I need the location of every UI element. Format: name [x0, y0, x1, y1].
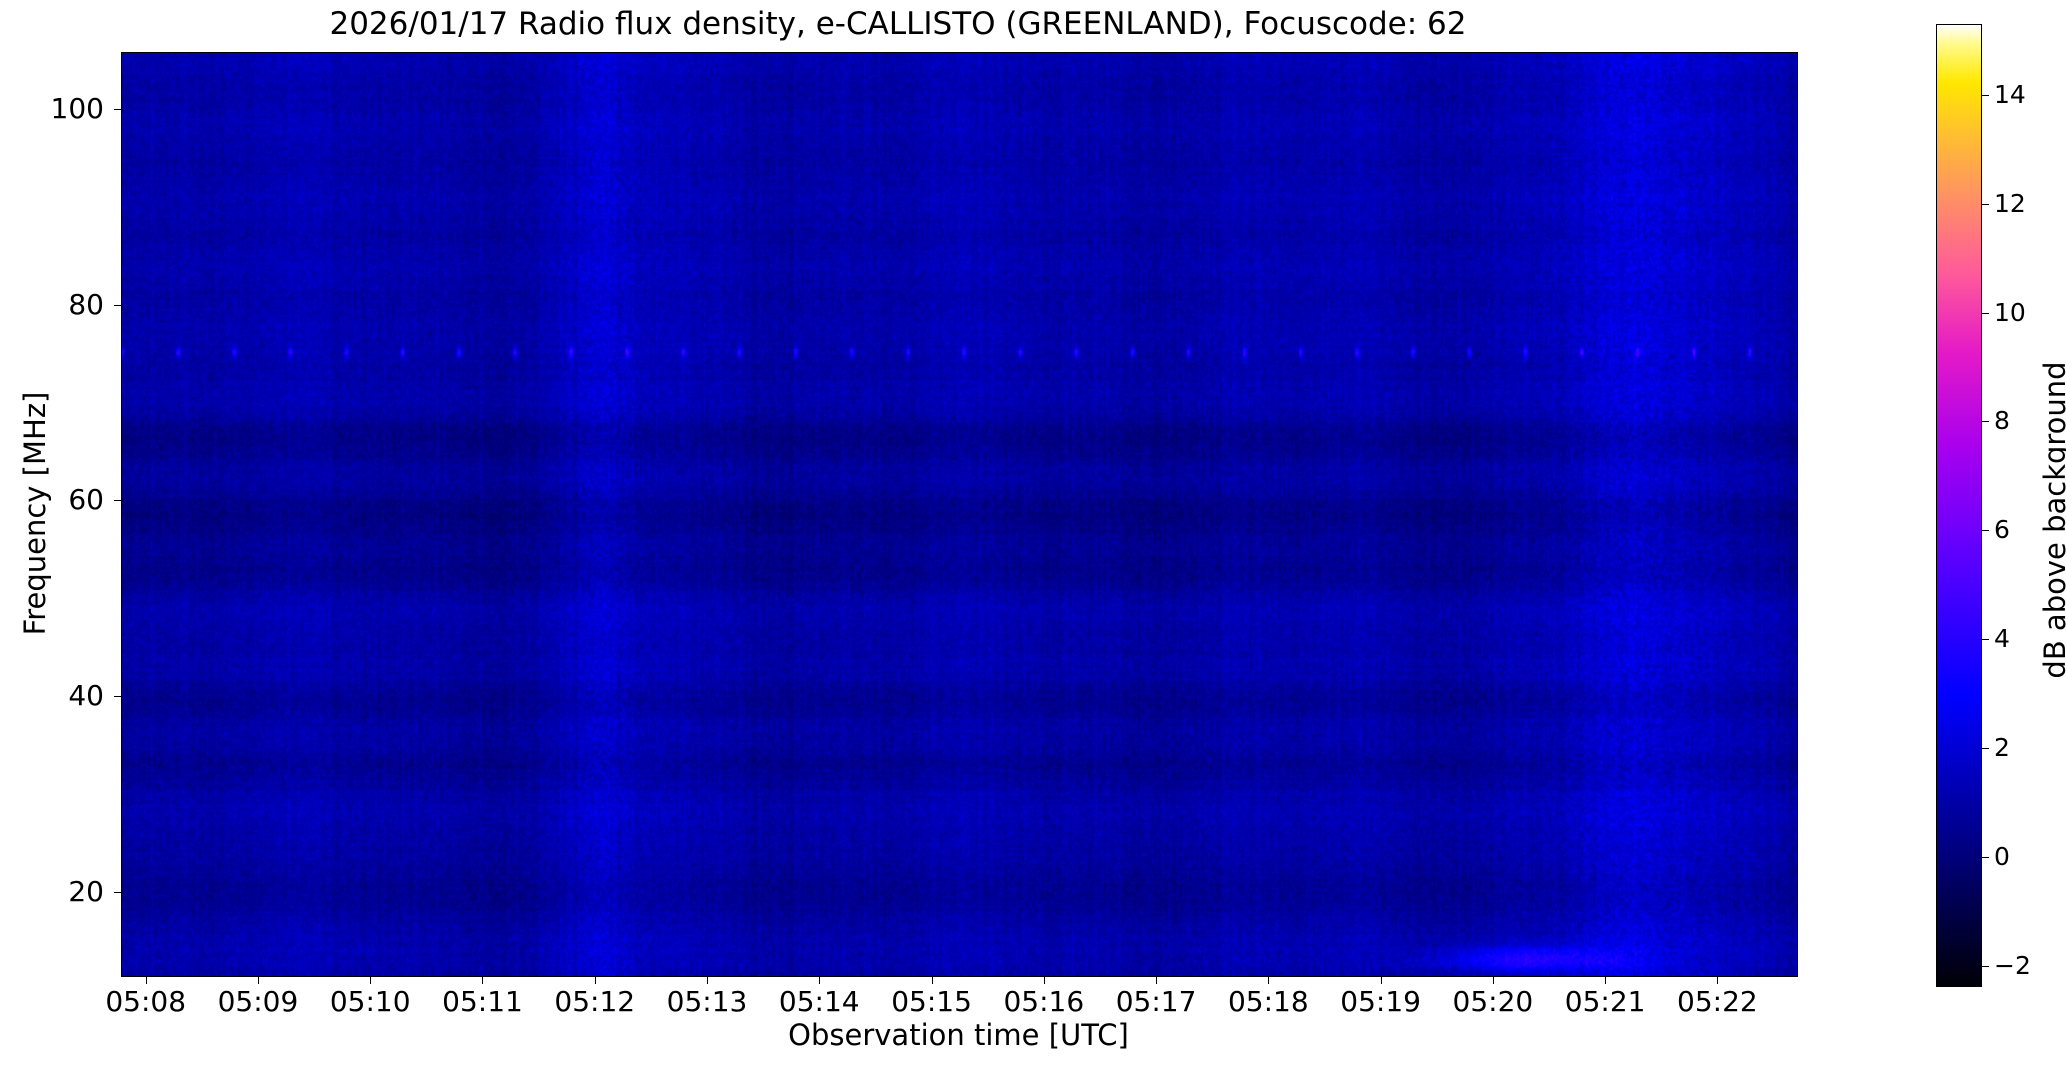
colorbar-tick-label: 12 [1994, 188, 2026, 218]
x-tick-mark [1717, 977, 1718, 984]
colorbar-label: dB above background [2038, 361, 2066, 679]
y-tick-mark [114, 109, 121, 110]
x-tick-label: 05:15 [891, 985, 972, 1018]
y-tick-mark [114, 696, 121, 697]
x-tick-label: 05:14 [778, 985, 860, 1018]
spectrogram-axes[interactable] [121, 52, 1798, 977]
x-tick-label: 05:19 [1340, 985, 1421, 1018]
x-tick-mark [1044, 977, 1045, 984]
page-title: 2026/01/17 Radio flux density, e-CALLIST… [329, 6, 1467, 42]
x-tick-mark [595, 977, 596, 984]
colorbar-tick-mark [1982, 421, 1989, 422]
colorbar-tick-mark [1982, 313, 1989, 314]
x-tick-label: 05:21 [1564, 985, 1646, 1018]
y-tick-mark [114, 500, 121, 501]
y-tick-label: 20 [68, 874, 104, 908]
colorbar-tick-label: 8 [1994, 406, 2010, 436]
x-tick-mark [1381, 977, 1382, 984]
x-tick-label: 05:18 [1227, 985, 1309, 1018]
x-tick-label: 05:16 [1003, 985, 1085, 1018]
x-tick-label: 05:12 [554, 985, 636, 1018]
colorbar-tick-mark [1982, 966, 1989, 967]
colorbar-tick-label: 14 [1994, 79, 2026, 109]
x-tick-label: 05:11 [442, 985, 523, 1018]
colorbar-tick-mark [1982, 204, 1989, 205]
colorbar-tick-mark [1982, 748, 1989, 749]
y-tick-label: 100 [50, 91, 104, 125]
colorbar-tick-mark [1982, 857, 1989, 858]
x-tick-mark [258, 977, 259, 984]
y-tick-mark [114, 305, 121, 306]
x-tick-label: 05:22 [1677, 985, 1758, 1018]
x-tick-mark [707, 977, 708, 984]
y-tick-label: 80 [68, 287, 104, 321]
x-tick-mark [370, 977, 371, 984]
y-tick-label: 40 [68, 679, 104, 713]
x-tick-mark [819, 977, 820, 984]
colorbar-tick-mark [1982, 639, 1989, 640]
x-tick-mark [1605, 977, 1606, 984]
x-tick-label: 05:09 [217, 985, 299, 1018]
x-tick-mark [1268, 977, 1269, 984]
x-tick-label: 05:20 [1452, 985, 1534, 1018]
y-tick-mark [114, 892, 121, 893]
x-tick-mark [146, 977, 147, 984]
colorbar-tick-label: 4 [1994, 624, 2010, 654]
x-tick-label: 05:17 [1115, 985, 1197, 1018]
x-axis-label: Observation time [UTC] [788, 1018, 1129, 1052]
x-tick-label: 05:13 [666, 985, 748, 1018]
x-tick-mark [1156, 977, 1157, 984]
x-tick-label: 05:10 [329, 985, 411, 1018]
colorbar-gradient [1937, 25, 1981, 986]
colorbar-tick-label: 2 [1994, 733, 2010, 763]
colorbar-tick-label: 0 [1994, 842, 2010, 872]
colorbar-tick-mark [1982, 530, 1989, 531]
x-tick-mark [932, 977, 933, 984]
x-tick-mark [482, 977, 483, 984]
colorbar-tick-label: −2 [1994, 950, 2031, 980]
colorbar[interactable] [1936, 24, 1982, 987]
colorbar-tick-label: 6 [1994, 515, 2010, 545]
x-tick-label: 05:08 [105, 985, 187, 1018]
y-tick-label: 60 [68, 483, 104, 517]
colorbar-tick-label: 10 [1994, 297, 2026, 327]
x-tick-mark [1493, 977, 1494, 984]
y-axis-label: Frequency [MHz] [18, 391, 52, 636]
colorbar-tick-mark [1982, 95, 1989, 96]
spectrogram-heatmap[interactable] [122, 53, 1797, 976]
